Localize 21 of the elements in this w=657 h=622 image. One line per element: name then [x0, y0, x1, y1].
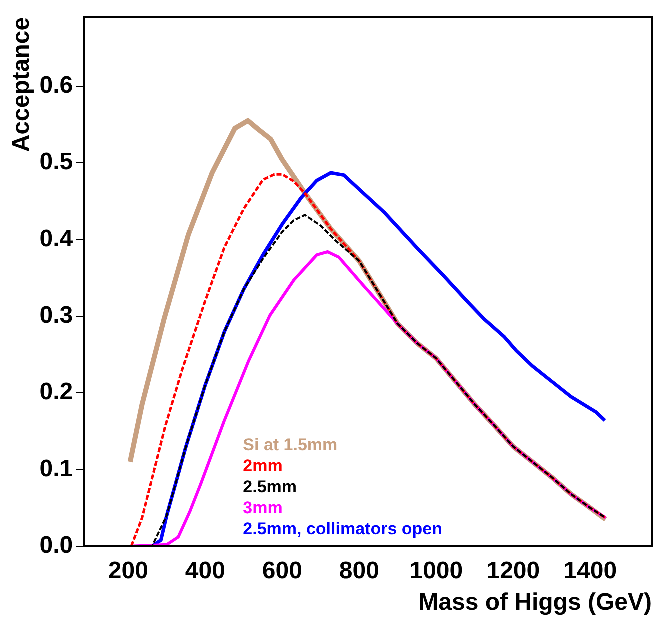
x-tick-label: 600	[262, 557, 302, 584]
x-tick-label: 1000	[410, 557, 464, 584]
y-axis-title: Acceptance	[8, 17, 36, 152]
text: 2.5mm	[243, 478, 298, 497]
text: Si at 1.5mm	[243, 436, 338, 455]
x-tick-label: 800	[339, 557, 380, 584]
x-tick-label: 200	[108, 557, 148, 584]
text: 3mm	[243, 498, 283, 518]
y-tick-label: 0.3	[40, 302, 74, 330]
x-axis-title: Mass of Higgs (GeV)	[418, 589, 652, 616]
x-tick-label: 1400	[564, 557, 618, 584]
x-tick-label: 1200	[486, 557, 540, 584]
text: 2.5mm, collimators open	[243, 520, 442, 539]
y-tick-label: 0.5	[40, 148, 74, 176]
y-tick-label: 0.4	[40, 225, 74, 252]
y-tick-label: 0.0	[40, 532, 74, 560]
y-tick-label: 0.2	[40, 378, 74, 406]
x-tick-label: 400	[185, 557, 226, 584]
text: 2mm	[243, 456, 283, 476]
y-tick-label: 0.1	[40, 455, 74, 482]
y-tick-label: 0.6	[40, 72, 74, 100]
